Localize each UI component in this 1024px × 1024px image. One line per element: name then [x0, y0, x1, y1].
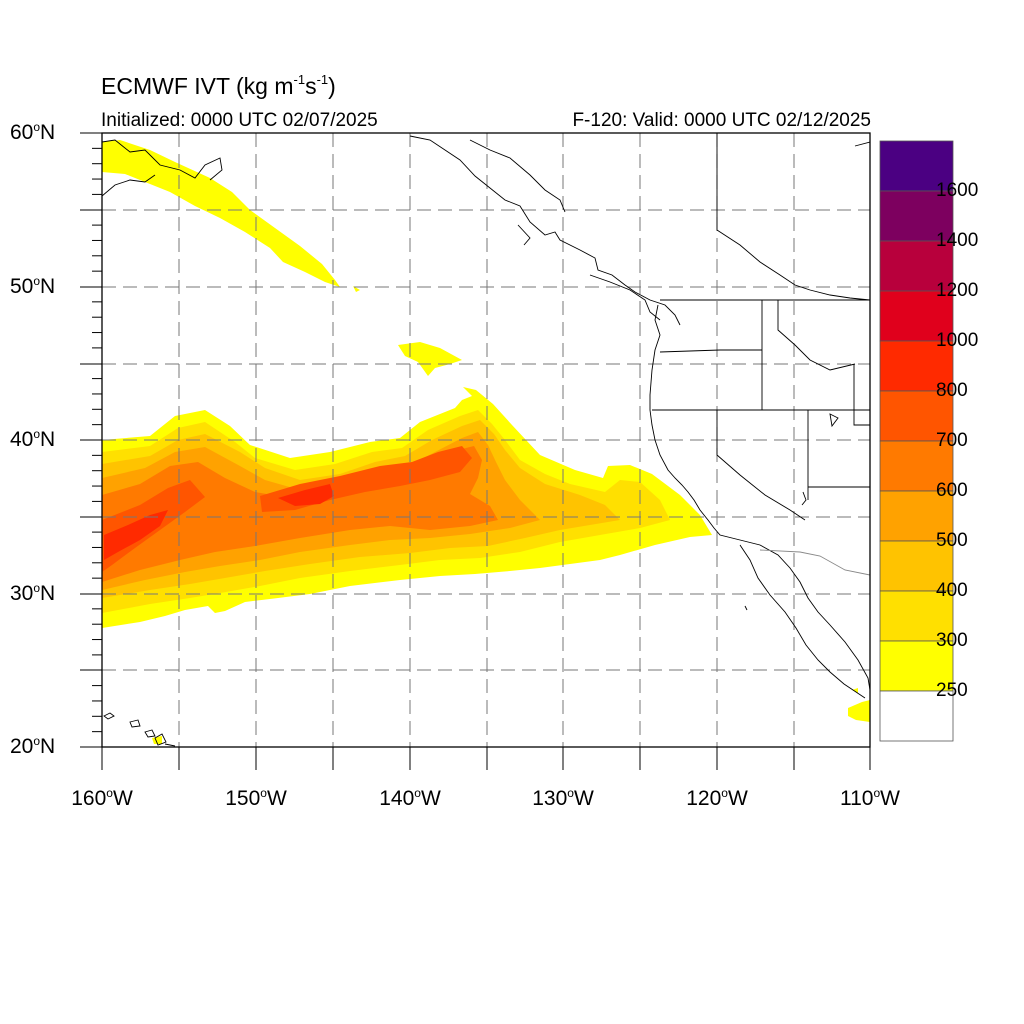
- minor-tick-marks: [92, 147, 102, 733]
- ivt-700-region: [102, 446, 472, 572]
- lon-label-160w: 160oW: [71, 786, 133, 810]
- lon-label-140w: 140oW: [379, 786, 441, 810]
- initialized-time: Initialized: 0000 UTC 02/07/2025: [101, 110, 378, 131]
- colorbar-swatch: [879, 490, 954, 542]
- colorbar-swatch: [879, 190, 954, 242]
- colorbar-label: 500: [936, 530, 968, 551]
- ivt-fill-layer: [102, 140, 870, 744]
- lon-label-110w: 110oW: [840, 786, 900, 810]
- colorbar-label: 1000: [936, 330, 979, 351]
- map-title: ECMWF IVT (kg m-1s-1): [101, 72, 336, 99]
- ivt-baja-patch: [848, 688, 870, 722]
- colorbar-label: 600: [936, 480, 968, 501]
- lat-label-50: 50oN: [10, 274, 56, 298]
- lon-label-150w: 150oW: [225, 786, 287, 810]
- colorbar-swatch: [879, 290, 954, 342]
- colorbar-swatch: [879, 640, 954, 692]
- colorbar-label: 250: [936, 680, 968, 701]
- colorbar-label: 1600: [936, 180, 979, 201]
- colorbar-swatch: [879, 540, 954, 592]
- colorbar-swatch: [879, 440, 954, 492]
- colorbar-label: 700: [936, 430, 968, 451]
- lat-label-60: 60oN: [10, 120, 56, 144]
- lon-label-120w: 120oW: [686, 786, 748, 810]
- colorbar-swatch: [879, 690, 954, 742]
- colorbar-label: 1200: [936, 280, 979, 301]
- colorbar: [879, 140, 954, 742]
- lon-label-130w: 130oW: [532, 786, 594, 810]
- ivt-mid-patch: [398, 342, 462, 376]
- graticule: [102, 133, 870, 747]
- valid-time: F-120: Valid: 0000 UTC 02/12/2025: [572, 110, 871, 131]
- colorbar-swatch: [879, 590, 954, 642]
- colorbar-label: 800: [936, 380, 968, 401]
- ivt-alaska-band: [102, 140, 340, 287]
- lat-label-20: 20oN: [10, 734, 56, 758]
- colorbar-label: 1400: [936, 230, 979, 251]
- colorbar-swatch: [879, 390, 954, 442]
- lat-label-30: 30oN: [10, 581, 56, 605]
- colorbar-swatch: [879, 240, 954, 292]
- colorbar-swatch: [879, 340, 954, 392]
- ivt-hawaii-patch: [152, 736, 162, 744]
- colorbar-swatch: [879, 140, 954, 192]
- colorbar-label: 400: [936, 580, 968, 601]
- tick-marks: [80, 132, 871, 770]
- coastlines: [102, 133, 870, 747]
- colorbar-label: 300: [936, 630, 968, 651]
- ivt-800-region: [104, 484, 334, 560]
- lat-label-40: 40oN: [10, 427, 56, 451]
